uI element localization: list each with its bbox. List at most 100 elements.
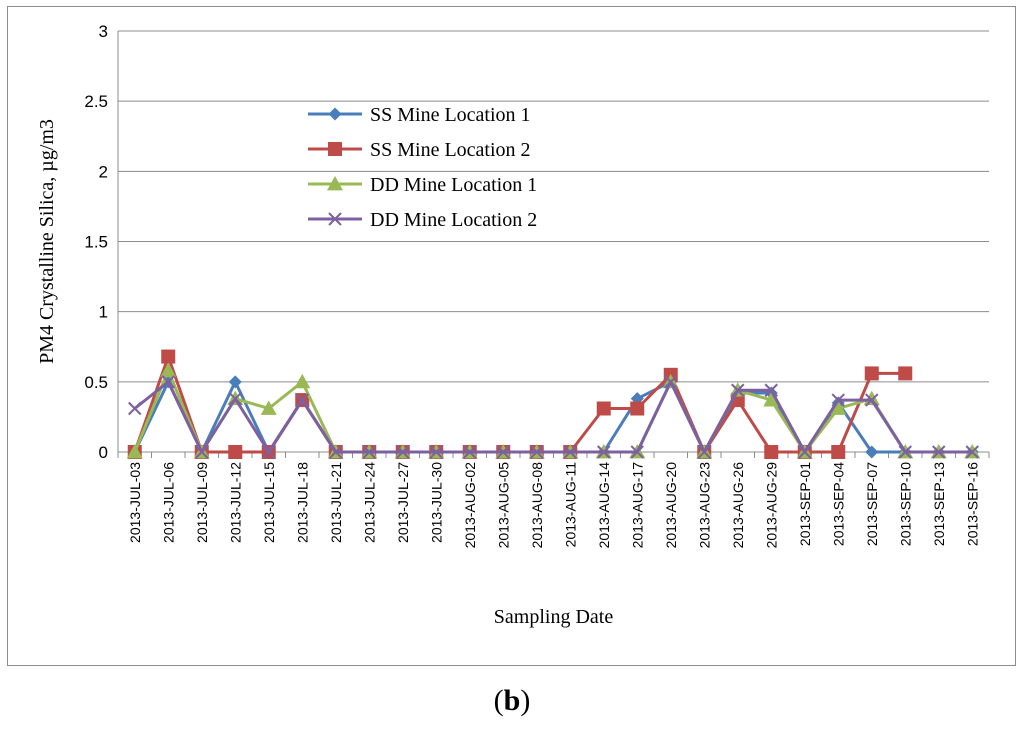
data-point (865, 393, 879, 407)
marker-stroke (262, 445, 276, 459)
data-point (865, 445, 879, 459)
series-1 (128, 375, 979, 459)
legend-item: DD Mine Location 1 (308, 174, 537, 196)
x-tick-label: 2013-SEP-13 (931, 462, 947, 546)
series-line (133, 380, 973, 454)
legend-marker (327, 176, 343, 191)
line-chart: 0 0.5 1 1.5 2 2.5 3 2013-JUL-03 2013-JUL-06 2013-… (36, 22, 990, 628)
data-point (396, 445, 410, 459)
marker-stroke (597, 445, 611, 459)
x-tick-label: 2013-SEP-16 (964, 462, 980, 546)
data-point (294, 373, 311, 389)
marker-stroke (195, 445, 209, 459)
chart-frame: 0 0.5 1 1.5 2 2.5 3 2013-JUL-03 2013-JUL-06 2013-… (7, 6, 1016, 666)
x-tick-label: 2013-JUL-06 (160, 462, 176, 543)
x-tick-label: 2013-JUL-09 (194, 462, 210, 543)
marker-stroke (530, 445, 544, 459)
data-point (161, 375, 175, 389)
x-tick-label: 2013-SEP-10 (897, 462, 913, 546)
y-axis-title: PM4 Crystalline Silica, µg/m3 (36, 119, 58, 364)
marker-stroke (664, 375, 678, 389)
data-point (596, 401, 611, 416)
marker-stroke (898, 445, 912, 459)
x-axis-title: Sampling Date (494, 606, 614, 628)
y-tick-label: 0 (99, 443, 108, 462)
data-point (731, 383, 745, 397)
marker-stroke (764, 383, 778, 397)
data-point (830, 400, 847, 415)
x-tick-label: 2013-AUG-08 (529, 462, 545, 549)
data-point (831, 393, 845, 407)
data-point (965, 445, 979, 459)
marker-stroke (731, 383, 745, 397)
series-lines (126, 349, 981, 459)
marker-stroke (362, 445, 376, 459)
data-point (228, 445, 243, 459)
legend-item: SS Mine Location 1 (308, 104, 531, 126)
x-tick-label: 2013-AUG-20 (663, 462, 679, 549)
y-tick-label: 1 (99, 303, 108, 322)
x-tick-label: 2013-AUG-11 (562, 462, 578, 548)
data-point (161, 349, 176, 364)
x-tick-label: 2013-JUL-12 (227, 462, 243, 543)
data-point (295, 393, 309, 407)
data-point (630, 401, 645, 416)
legend: SS Mine Location 1 SS Mine Location 2 DD M… (308, 104, 537, 231)
x-tick-label: 2013-AUG-17 (629, 462, 645, 549)
data-point (362, 445, 376, 459)
legend-item: SS Mine Location 2 (308, 139, 531, 161)
data-point (262, 445, 276, 459)
x-tick-label: 2013-JUL-18 (294, 462, 310, 543)
marker-stroke (328, 212, 342, 226)
legend-marker (328, 212, 342, 226)
marker-stroke (697, 445, 711, 459)
data-point (329, 445, 343, 459)
x-tick-label: 2013-AUG-29 (763, 462, 779, 549)
marker-stroke (798, 445, 812, 459)
x-tick-label: 2013-JUL-27 (395, 462, 411, 543)
x-tick-label: 2013-AUG-26 (730, 462, 746, 549)
figure-caption: (b) (0, 684, 1024, 718)
data-point (763, 392, 780, 407)
marker-stroke (128, 401, 142, 416)
marker-stroke (932, 445, 946, 459)
data-point (798, 445, 812, 459)
data-point (128, 401, 142, 416)
marker-stroke (228, 391, 242, 406)
legend-label: SS Mine Location 2 (370, 139, 531, 161)
legend-label: SS Mine Location 1 (370, 104, 531, 126)
data-point (597, 445, 611, 459)
y-tick-label: 2 (99, 162, 108, 181)
data-point (863, 390, 880, 406)
marker-stroke (161, 375, 175, 389)
data-point (664, 375, 678, 389)
data-point (429, 445, 443, 459)
x-tick-label: 2013-AUG-02 (462, 462, 478, 549)
data-point (898, 366, 913, 381)
x-tick-label: 2013-SEP-07 (864, 462, 880, 546)
legend-marker (328, 107, 342, 121)
data-point (563, 445, 577, 459)
data-point (463, 445, 477, 459)
series-4 (128, 375, 979, 459)
data-point (126, 444, 143, 459)
y-tick-label: 0.5 (84, 373, 108, 392)
x-tick-label: 2013-SEP-01 (797, 462, 813, 546)
y-tick-label: 3 (99, 22, 108, 41)
legend-label: DD Mine Location 1 (370, 174, 537, 196)
marker-stroke (295, 393, 309, 407)
data-point (228, 375, 242, 389)
caption-letter: b (503, 684, 521, 717)
x-tick-label: 2013-JUL-15 (261, 462, 277, 543)
data-point (697, 445, 711, 459)
x-tick-label: 2013-AUG-14 (596, 462, 612, 549)
data-point (160, 362, 177, 378)
x-tick-label: 2013-SEP-04 (830, 462, 846, 546)
marker-stroke (563, 445, 577, 459)
data-point (831, 445, 846, 459)
legend-label: DD Mine Location 2 (370, 209, 537, 231)
marker-stroke (865, 393, 879, 407)
data-point (864, 366, 879, 381)
series-3 (126, 362, 981, 459)
data-point (932, 445, 946, 459)
